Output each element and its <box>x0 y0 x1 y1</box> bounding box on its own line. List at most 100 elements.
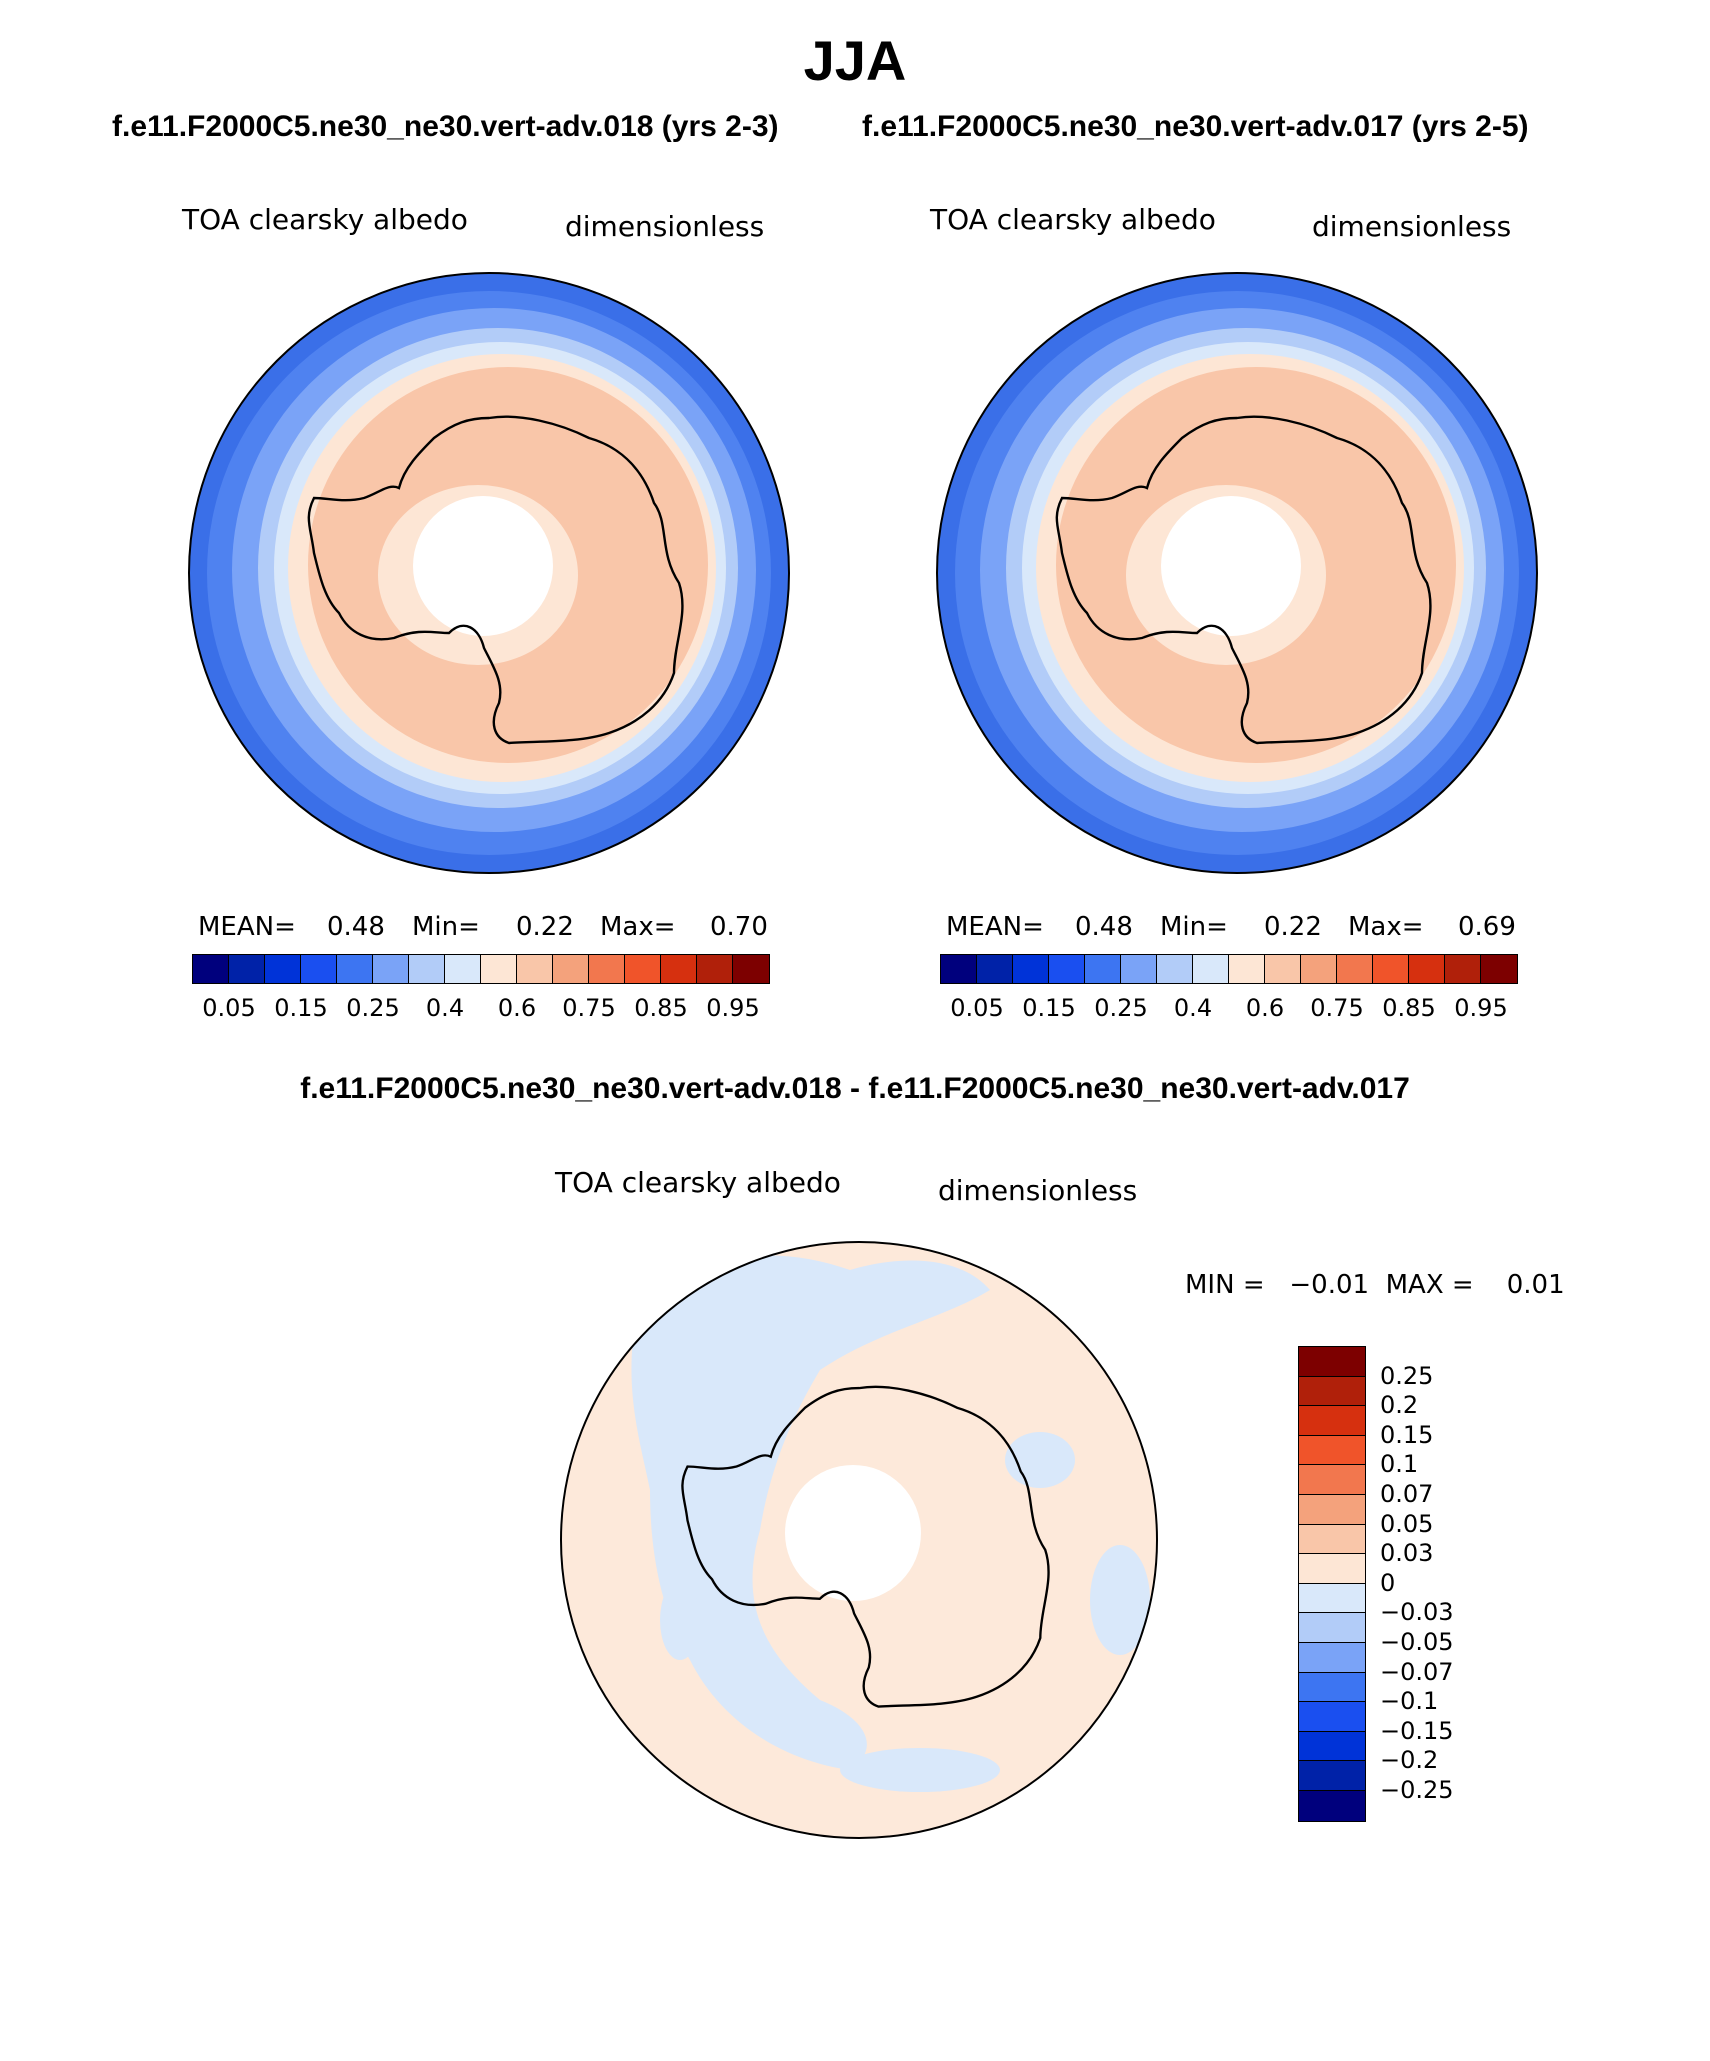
panel-1-case-title: f.e11.F2000C5.ne30_ne30.vert-adv.018 (yr… <box>112 110 779 143</box>
panel-1-colorbar-tick-label: 0.15 <box>274 994 328 1022</box>
panel-1-colorbar-tick-label: 0.85 <box>634 994 688 1022</box>
difference-colorbar-swatch <box>1299 1583 1365 1614</box>
difference-colorbar-swatch <box>1299 1494 1365 1525</box>
difference-colorbar-tick-label: 0.25 <box>1380 1361 1434 1390</box>
panel-1-mean-label: MEAN= <box>198 912 296 942</box>
panel-1-max-value: 0.70 <box>710 912 768 942</box>
panel-1-colorbar-tick-label: 0.05 <box>202 994 256 1022</box>
difference-variable-label: TOA clearsky albedo <box>555 1166 841 1199</box>
panel-2-colorbar-tick-label: 0.85 <box>1382 994 1436 1022</box>
difference-colorbar-tick-label: 0.07 <box>1380 1480 1434 1508</box>
difference-minmax-label: MIN = −0.01 MAX = 0.01 <box>1185 1270 1565 1300</box>
panel-2-colorbar-swatch <box>1373 955 1409 983</box>
panel-2-colorbar-tick-label: 0.75 <box>1310 994 1364 1022</box>
panel-1-colorbar-tick-label: 0.75 <box>562 994 616 1022</box>
panel-2-colorbar-swatch <box>1121 955 1157 983</box>
difference-colorbar-tick-label: −0.05 <box>1380 1628 1454 1656</box>
panel-2-max-label: Max= <box>1348 912 1424 942</box>
panel-2-colorbar-swatch <box>977 955 1013 983</box>
panel-2-colorbar-swatch <box>1337 955 1373 983</box>
difference-colorbar-swatch <box>1299 1702 1365 1732</box>
panel-1-colorbar-swatch <box>481 955 517 983</box>
panel-1-colorbar-swatch <box>373 955 409 983</box>
panel-1-colorbar-tick-label: 0.6 <box>497 994 537 1022</box>
panel-2-colorbar-tick-label: 0.95 <box>1454 994 1508 1022</box>
difference-colorbar-swatch <box>1299 1406 1365 1436</box>
panel-1-polar-map <box>189 273 789 873</box>
panel-1-colorbar-swatch <box>517 955 553 983</box>
panel-2-colorbar-swatch <box>1193 955 1229 983</box>
panel-1-colorbar-swatch <box>553 955 589 983</box>
panel-2-colorbar-swatch <box>1229 955 1265 983</box>
difference-colorbar-tick-label: −0.2 <box>1380 1746 1439 1775</box>
difference-colorbar-swatch <box>1299 1465 1365 1495</box>
panel-2-polar-map <box>937 273 1537 873</box>
difference-colorbar-swatch <box>1299 1642 1365 1673</box>
panel-1-colorbar <box>192 954 770 984</box>
panel-2-colorbar-tick-label: 0.25 <box>1094 994 1148 1022</box>
difference-colorbar-swatch <box>1299 1524 1365 1555</box>
panel-1-colorbar-swatch <box>193 955 229 983</box>
panel-1-colorbar-swatch <box>445 955 481 983</box>
panel-1-colorbar-tick-label: 0.25 <box>346 994 400 1022</box>
panel-2-mean-value: 0.48 <box>1075 912 1133 942</box>
panel-2-min-value: 0.22 <box>1264 912 1322 942</box>
panel-1-units-label: dimensionless <box>565 210 765 243</box>
difference-colorbar-tick-label: 0 <box>1380 1568 1396 1597</box>
panel-2-colorbar-swatch <box>1445 955 1481 983</box>
difference-colorbar-tick-label: −0.07 <box>1380 1657 1454 1686</box>
panel-1-max-label: Max= <box>600 912 676 942</box>
panel-2-colorbar-swatch <box>941 955 977 983</box>
panel-1-variable-label: TOA clearsky albedo <box>182 203 468 236</box>
panel-2-max-value: 0.69 <box>1458 912 1516 942</box>
panel-1-colorbar-swatch <box>733 955 769 983</box>
panel-1-colorbar-swatch <box>589 955 625 983</box>
difference-colorbar-tick-label: 0.15 <box>1380 1420 1434 1449</box>
panel-2-colorbar-swatch <box>1013 955 1049 983</box>
difference-colorbar-tick-label: 0.2 <box>1380 1391 1419 1420</box>
difference-title: f.e11.F2000C5.ne30_ne30.vert-adv.018 - f… <box>300 1072 1410 1105</box>
panel-1-map-border <box>188 272 790 874</box>
difference-map-border <box>560 1241 1158 1839</box>
panel-1-colorbar-swatch <box>625 955 661 983</box>
difference-colorbar-tick-label: −0.1 <box>1380 1687 1439 1716</box>
difference-colorbar-swatch <box>1299 1376 1365 1407</box>
difference-colorbar-swatch <box>1299 1347 1365 1377</box>
panel-2-colorbar-swatch <box>1085 955 1121 983</box>
panel-2-colorbar-tick-label: 0.6 <box>1245 994 1285 1022</box>
difference-colorbar-tick-label: 0.05 <box>1380 1509 1434 1538</box>
difference-colorbar-tick-label: −0.15 <box>1380 1716 1454 1745</box>
panel-1-colorbar-tick-label: 0.95 <box>706 994 760 1022</box>
panel-1-colorbar-swatch <box>409 955 445 983</box>
difference-colorbar-tick-label: 0.03 <box>1380 1539 1434 1568</box>
panel-2-colorbar-tick-label: 0.4 <box>1173 994 1213 1022</box>
panel-2-mean-label: MEAN= <box>946 912 1044 942</box>
difference-colorbar-tick-label: 0.1 <box>1380 1450 1419 1479</box>
panel-1-mean-value: 0.48 <box>327 912 385 942</box>
difference-polar-map <box>561 1242 1157 1838</box>
difference-colorbar-swatch <box>1299 1435 1365 1466</box>
panel-2-map-border <box>936 272 1538 874</box>
difference-colorbar-swatch <box>1299 1790 1365 1821</box>
panel-2-case-title: f.e11.F2000C5.ne30_ne30.vert-adv.017 (yr… <box>862 110 1529 143</box>
difference-colorbar-swatch <box>1299 1672 1365 1703</box>
panel-1-colorbar-swatch <box>229 955 265 983</box>
panel-1-colorbar-swatch <box>697 955 733 983</box>
panel-2-colorbar-tick-label: 0.05 <box>950 994 1004 1022</box>
panel-1-colorbar-swatch <box>661 955 697 983</box>
panel-1-colorbar-swatch <box>301 955 337 983</box>
panel-2-colorbar-swatch <box>1301 955 1337 983</box>
difference-colorbar-tick-label: −0.03 <box>1380 1598 1454 1627</box>
panel-2-colorbar-swatch <box>1481 955 1517 983</box>
difference-colorbar-swatch <box>1299 1554 1365 1584</box>
panel-2-min-label: Min= <box>1160 912 1228 942</box>
panel-1-colorbar-swatch <box>337 955 373 983</box>
difference-colorbar-tick-label: −0.25 <box>1380 1776 1454 1804</box>
panel-2-colorbar-swatch <box>1049 955 1085 983</box>
panel-2-colorbar-tick-label: 0.15 <box>1022 994 1076 1022</box>
difference-colorbar <box>1298 1346 1366 1822</box>
panel-1-colorbar-swatch <box>265 955 301 983</box>
panel-2-colorbar <box>940 954 1518 984</box>
panel-1-min-value: 0.22 <box>516 912 574 942</box>
